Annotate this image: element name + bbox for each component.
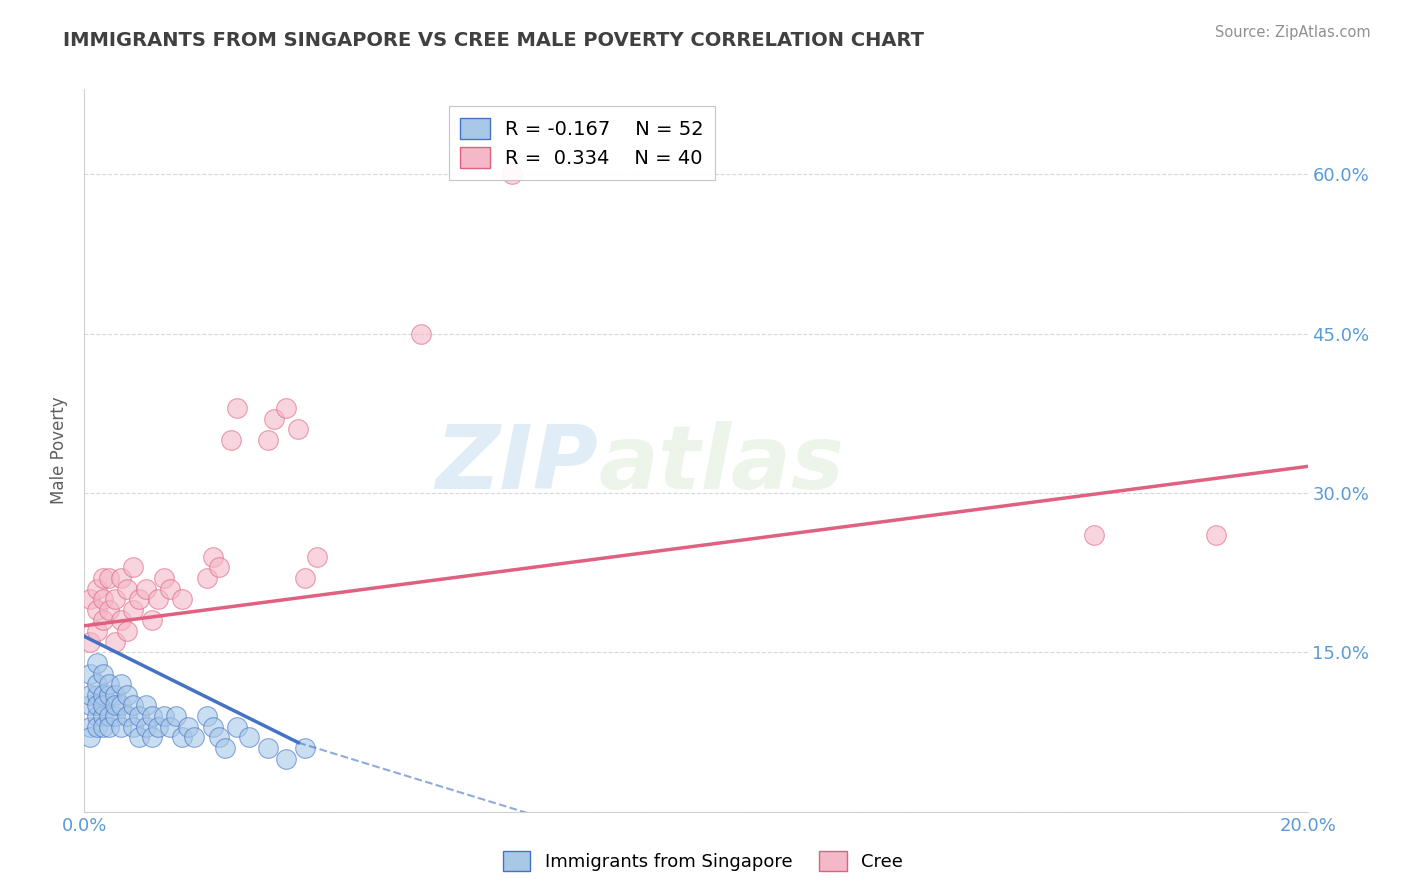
Point [276,401,298,415]
Point [146,720,169,734]
Point [226,401,249,415]
Point [257,433,280,447]
Point [141,614,163,628]
Point [86,709,108,723]
Point [172,592,194,607]
Point [110,571,132,585]
Point [115,582,138,596]
Point [294,741,316,756]
Point [104,698,127,713]
Point [97,603,120,617]
Point [97,677,120,691]
Point [115,709,138,723]
Point [1083,528,1105,542]
Text: IMMIGRANTS FROM SINGAPORE VS CREE MALE POVERTY CORRELATION CHART: IMMIGRANTS FROM SINGAPORE VS CREE MALE P… [63,31,924,50]
Point [135,582,157,596]
Point [141,709,163,723]
Point [104,592,127,607]
Point [183,731,205,745]
Point [97,720,120,734]
Point [86,656,108,670]
Point [91,571,114,585]
Point [110,677,132,691]
Point [86,582,108,596]
Point [201,720,224,734]
Point [110,698,132,713]
Y-axis label: Male Poverty: Male Poverty [51,397,69,504]
Point [86,603,108,617]
Point [104,634,127,648]
Point [128,731,150,745]
Point [97,709,120,723]
Point [257,741,280,756]
Point [153,709,176,723]
Point [263,411,285,425]
Point [104,709,127,723]
Point [110,614,132,628]
Point [208,560,231,574]
Point [1205,528,1227,542]
Point [128,709,150,723]
Point [79,634,101,648]
Point [135,720,157,734]
Point [91,592,114,607]
Point [238,731,260,745]
Point [172,731,194,745]
Point [122,603,145,617]
Point [159,582,181,596]
Point [86,677,108,691]
Point [91,614,114,628]
Point [502,167,524,181]
Point [86,624,108,639]
Point [153,571,176,585]
Point [104,688,127,702]
Text: atlas: atlas [598,421,844,508]
Point [195,571,218,585]
Point [115,624,138,639]
Point [79,698,101,713]
Point [86,688,108,702]
Point [91,698,114,713]
Point [86,720,108,734]
Legend: Immigrants from Singapore, Cree: Immigrants from Singapore, Cree [496,844,910,879]
Point [79,731,101,745]
Point [409,326,432,341]
Point [208,731,231,745]
Point [79,688,101,702]
Point [97,571,120,585]
Legend: R = -0.167    N = 52, R =  0.334    N = 40: R = -0.167 N = 52, R = 0.334 N = 40 [449,106,716,179]
Point [91,666,114,681]
Point [86,698,108,713]
Point [287,422,309,436]
Point [122,698,145,713]
Point [219,433,242,447]
Point [91,709,114,723]
Point [195,709,218,723]
Point [135,698,157,713]
Point [305,549,328,564]
Point [128,592,150,607]
Point [110,720,132,734]
Point [79,666,101,681]
Text: Source: ZipAtlas.com: Source: ZipAtlas.com [1215,25,1371,40]
Point [294,571,316,585]
Point [79,592,101,607]
Point [214,741,236,756]
Point [159,720,181,734]
Point [165,709,187,723]
Point [201,549,224,564]
Point [122,560,145,574]
Point [141,731,163,745]
Point [97,688,120,702]
Point [146,592,169,607]
Text: ZIP: ZIP [436,421,598,508]
Point [226,720,249,734]
Point [115,688,138,702]
Point [122,720,145,734]
Point [177,720,200,734]
Point [91,720,114,734]
Point [276,751,298,765]
Point [91,688,114,702]
Point [79,720,101,734]
